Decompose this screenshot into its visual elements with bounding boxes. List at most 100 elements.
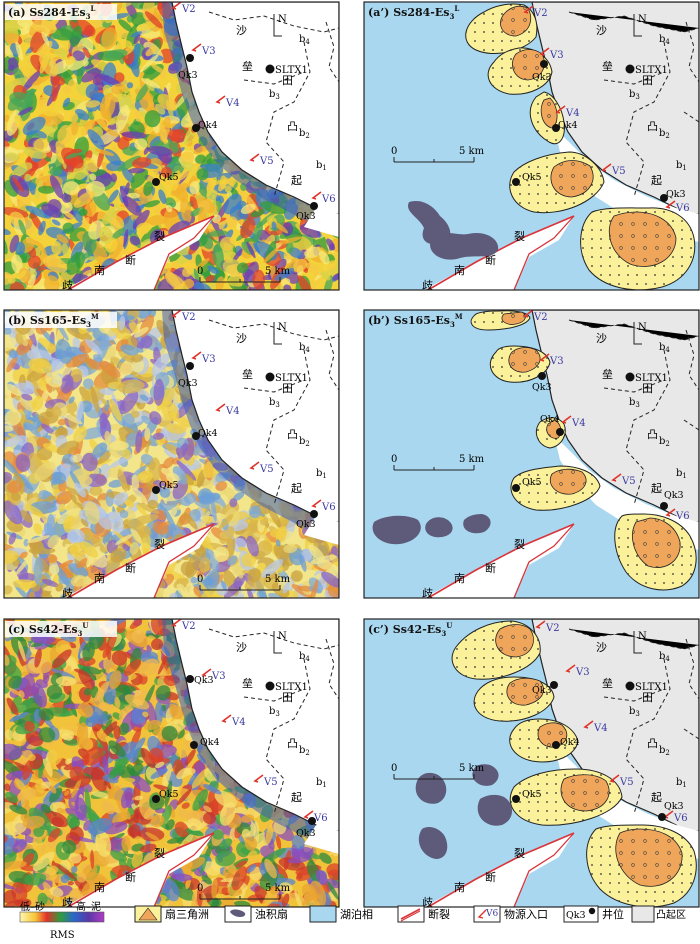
uplift-char: 田 bbox=[282, 382, 293, 395]
fault-line bbox=[427, 523, 575, 598]
turbidite-fan bbox=[430, 232, 499, 260]
legend-well-marker bbox=[588, 907, 596, 915]
fault-char: 裂 bbox=[154, 847, 165, 860]
source-label: V6 bbox=[321, 502, 336, 513]
uplift-char: 凸 bbox=[647, 120, 658, 133]
south-uplift bbox=[64, 833, 214, 907]
well-marker bbox=[625, 681, 635, 691]
block-label: b3 bbox=[629, 397, 640, 409]
block-boundary bbox=[685, 21, 699, 83]
source-arrow bbox=[221, 714, 232, 723]
well-label: Qk3 bbox=[296, 519, 316, 530]
panel-frame bbox=[363, 618, 700, 908]
panel-title: (c) Ss42-Es3U bbox=[8, 621, 89, 638]
fault-char: 南 bbox=[94, 881, 105, 894]
north-arrow bbox=[273, 14, 282, 37]
well-label: Qk3 bbox=[296, 828, 316, 839]
block-boundary bbox=[568, 11, 699, 33]
well-marker bbox=[186, 54, 194, 62]
well-label: Qk5 bbox=[159, 480, 179, 491]
uplift-char: 凸 bbox=[287, 737, 298, 750]
uplift-char: 田 bbox=[282, 691, 293, 704]
fan-core-texture bbox=[508, 347, 541, 373]
turbidite-fan bbox=[472, 764, 499, 786]
source-arrow bbox=[583, 720, 594, 729]
scale-label: 5 km bbox=[459, 763, 485, 774]
block-label: b2 bbox=[299, 128, 310, 140]
block-boundary bbox=[603, 379, 665, 393]
fault-line bbox=[427, 832, 575, 907]
well-marker bbox=[310, 202, 318, 210]
block-boundary bbox=[625, 658, 671, 815]
source-arrow bbox=[523, 310, 534, 318]
panel-title: (a) Ss284-Es3L bbox=[8, 4, 95, 21]
fault-line bbox=[153, 215, 215, 290]
source-arrow bbox=[555, 105, 566, 114]
legend-source-sample: V6 bbox=[485, 909, 498, 919]
shore-strip bbox=[304, 825, 339, 854]
uplift-char: 田 bbox=[642, 74, 653, 87]
fault-char: 南 bbox=[94, 264, 105, 277]
north-arrow bbox=[633, 631, 642, 654]
fault-line bbox=[67, 832, 215, 907]
block-boundary bbox=[208, 319, 339, 341]
uplift-char: 起 bbox=[291, 791, 302, 804]
uplift-char: 田 bbox=[642, 691, 653, 704]
well-label: Qk4 bbox=[198, 428, 218, 439]
well-marker bbox=[512, 484, 520, 492]
well-label: Qk4 bbox=[200, 737, 220, 748]
source-arrow bbox=[601, 163, 612, 172]
block-boundary bbox=[208, 628, 339, 650]
well-label: Qk4 bbox=[558, 120, 578, 131]
block-boundary bbox=[685, 638, 699, 700]
fault-line bbox=[513, 215, 575, 290]
well-label: Qk3 bbox=[178, 378, 198, 389]
uplift-char: 凸 bbox=[647, 737, 658, 750]
well-marker bbox=[660, 502, 668, 510]
source-label: V4 bbox=[225, 406, 240, 417]
block-label: b2 bbox=[659, 436, 670, 448]
well-marker bbox=[265, 64, 275, 74]
scale-zero: 0 bbox=[197, 574, 203, 585]
turbidite-fan bbox=[418, 827, 448, 859]
fan-core-texture bbox=[495, 624, 534, 657]
fan-core-texture bbox=[501, 312, 526, 325]
scale-zero: 0 bbox=[197, 266, 203, 277]
block-boundary bbox=[208, 11, 339, 33]
south-uplift bbox=[424, 524, 574, 598]
source-arrow bbox=[561, 415, 572, 424]
fault-char: 南 bbox=[454, 264, 465, 277]
uplift-char: 沙 bbox=[596, 641, 607, 654]
block-boundary bbox=[568, 628, 699, 650]
well-marker bbox=[540, 60, 548, 68]
uplift-char: 垒 bbox=[242, 60, 253, 73]
turbidite-fan bbox=[407, 200, 451, 245]
fault-char: 歧 bbox=[62, 587, 73, 600]
fault-line bbox=[427, 215, 575, 290]
north-arrow bbox=[633, 322, 642, 345]
block-boundary bbox=[325, 21, 339, 83]
source-arrow bbox=[191, 43, 202, 52]
block-label: b2 bbox=[299, 745, 310, 757]
fault-char: 南 bbox=[454, 881, 465, 894]
source-label: V5 bbox=[259, 156, 274, 167]
well-marker bbox=[152, 795, 160, 803]
well-marker bbox=[538, 372, 546, 380]
source-label: V4 bbox=[571, 418, 586, 429]
north-label: N bbox=[278, 322, 287, 333]
block-boundary bbox=[265, 41, 311, 198]
fan-core-texture bbox=[506, 678, 544, 706]
legend-label: 湖泊相 bbox=[340, 908, 373, 921]
well-marker bbox=[186, 362, 194, 370]
block-boundary bbox=[325, 638, 339, 700]
uplift-char: 垒 bbox=[602, 368, 613, 381]
source-label: V3 bbox=[201, 46, 216, 57]
fault-char: 断 bbox=[485, 253, 496, 267]
block-boundary bbox=[243, 688, 305, 702]
legend-label: 浊积扇 bbox=[255, 907, 288, 921]
fault-char: 裂 bbox=[514, 230, 525, 243]
source-arrow bbox=[253, 774, 264, 783]
source-label: V2 bbox=[181, 4, 196, 15]
